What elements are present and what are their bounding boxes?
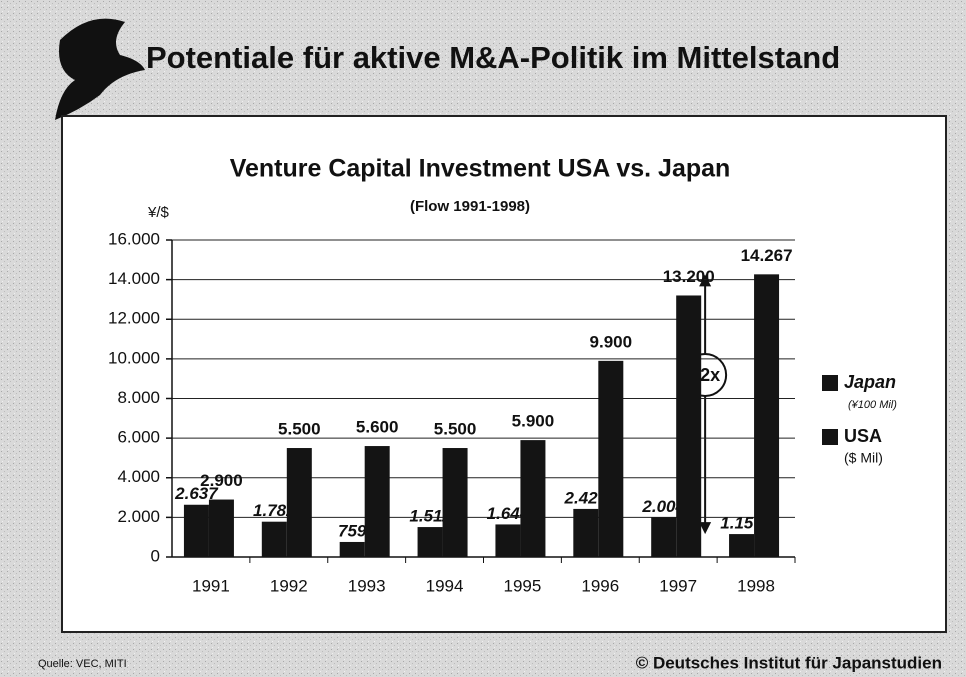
bar [754, 274, 780, 557]
data-label: 2.427 [564, 488, 609, 507]
y-axis-label: ¥/$ [147, 204, 170, 221]
legend-unit: ($ Mil) [844, 450, 883, 466]
bar [495, 524, 521, 557]
chart-subtitle: (Flow 1991-1998) [410, 198, 530, 215]
data-label: 2.900 [200, 471, 243, 490]
legend-label: Japan [844, 372, 896, 392]
arrow-head [699, 522, 712, 535]
arrow-head [699, 274, 712, 287]
bar [183, 504, 209, 557]
copyright: © Deutsches Institut für Japanstudien [636, 653, 942, 672]
y-tick-label: 0 [151, 546, 160, 565]
legend-swatch [822, 429, 838, 445]
data-label: 14.267 [741, 246, 793, 265]
data-label: 1.644 [487, 504, 530, 523]
bar [417, 527, 443, 557]
data-label: 13.200 [663, 267, 715, 286]
data-label: 1.782 [253, 501, 296, 520]
bar [286, 448, 312, 557]
data-label: 1.511 [409, 507, 450, 526]
slide-title: Potentiale für aktive M&A-Politik im Mit… [146, 40, 840, 75]
bar [261, 521, 287, 557]
y-tick-label: 8.000 [117, 388, 160, 407]
y-tick-label: 16.000 [108, 229, 160, 248]
data-label: 5.600 [356, 418, 399, 437]
data-label: 1.157 [720, 514, 764, 533]
bar [339, 541, 365, 557]
x-tick-label: 1994 [426, 576, 464, 595]
data-label: 5.900 [512, 412, 555, 431]
y-tick-label: 14.000 [108, 269, 160, 288]
x-tick-label: 1997 [659, 576, 697, 595]
data-label: 5.500 [278, 420, 321, 439]
x-tick-label: 1993 [348, 576, 386, 595]
x-tick-label: 1991 [192, 576, 230, 595]
y-tick-label: 4.000 [117, 467, 160, 486]
bar [676, 295, 702, 557]
y-tick-label: 2.000 [117, 507, 160, 526]
data-label: 759 [338, 521, 367, 540]
chart-title: Venture Capital Investment USA vs. Japan [230, 155, 731, 183]
data-label: 9.900 [590, 332, 633, 351]
legend-swatch [822, 375, 838, 391]
y-tick-label: 6.000 [117, 428, 160, 447]
x-tick-label: 1996 [581, 576, 619, 595]
bar [364, 446, 390, 557]
bar [520, 440, 546, 557]
bar [208, 499, 234, 557]
logo [55, 18, 145, 121]
bar [442, 448, 468, 557]
data-label: 2.004 [641, 497, 685, 516]
x-tick-label: 1995 [504, 576, 542, 595]
data-label: 2.637 [174, 484, 219, 503]
bar [651, 517, 677, 557]
y-tick-label: 12.000 [108, 309, 160, 328]
bar [573, 508, 599, 557]
bar [598, 360, 624, 557]
legend-label: USA [844, 426, 882, 446]
x-tick-label: 1992 [270, 576, 308, 595]
data-label: 5.500 [434, 420, 477, 439]
legend-unit: (¥100 Mil) [848, 399, 897, 411]
y-tick-label: 10.000 [108, 348, 160, 367]
bar [729, 534, 755, 557]
x-tick-label: 1998 [737, 576, 775, 595]
source: Quelle: VEC, MITI [38, 658, 127, 670]
